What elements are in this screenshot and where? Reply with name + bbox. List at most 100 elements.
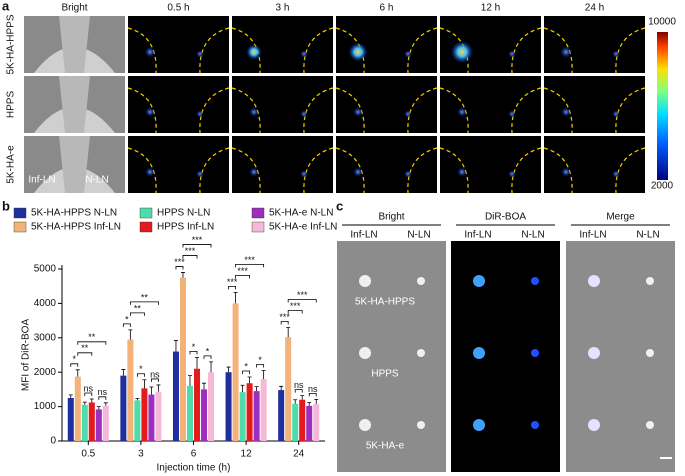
row-label: HPPS	[6, 91, 17, 119]
outline	[127, 87, 157, 134]
bar	[239, 392, 246, 441]
subcolumn-header: N-LN	[521, 230, 544, 241]
outline	[543, 87, 573, 134]
panel-label: a	[2, 0, 10, 13]
subcolumn-header: Inf-LN	[464, 230, 491, 241]
column-header: Bright	[378, 212, 404, 223]
bar	[232, 303, 239, 441]
significance-label: **	[134, 303, 142, 313]
error-bar	[180, 272, 185, 278]
signal	[404, 50, 412, 58]
row-label: 5K-HA-HPPS	[355, 297, 415, 308]
lymph-node	[588, 275, 600, 287]
subcolumn-header: Inf-LN	[350, 230, 377, 241]
significance-label: **	[81, 343, 89, 353]
signal	[457, 107, 467, 117]
lymph-node	[588, 347, 600, 359]
outline	[335, 87, 365, 134]
error-bar	[293, 399, 298, 404]
signal	[508, 50, 516, 58]
error-bar	[247, 376, 252, 384]
fluorescence-image	[232, 136, 333, 193]
y-tick-label: 3000	[34, 332, 57, 343]
bar	[260, 379, 267, 441]
legend-swatch	[139, 221, 153, 233]
error-bar	[121, 369, 126, 376]
significance-label: ***	[174, 257, 185, 267]
significance-bracket	[203, 355, 212, 359]
significance-bracket	[151, 378, 159, 382]
significance-label: ***	[244, 255, 255, 265]
fluorescence-image	[336, 16, 437, 73]
bar	[88, 402, 95, 441]
bar	[127, 339, 134, 441]
bar	[141, 388, 148, 441]
row-label: 5K-HA-e	[6, 145, 17, 184]
signal	[196, 50, 204, 58]
lymph-node	[359, 275, 371, 287]
bar	[201, 389, 208, 441]
outline	[199, 27, 230, 74]
lymph-node	[473, 275, 485, 287]
legend-swatch	[251, 207, 265, 219]
column-header: Bright	[61, 3, 87, 14]
bar	[225, 372, 232, 441]
column-header: 0.5 h	[167, 3, 189, 14]
outline	[335, 147, 365, 194]
x-tick-label: 24	[293, 449, 305, 460]
fluorescence-image	[440, 136, 541, 193]
lymph-node	[417, 421, 425, 429]
legend-swatch	[139, 207, 153, 219]
significance-label: *	[139, 364, 143, 374]
outline	[407, 147, 438, 194]
signal	[348, 42, 368, 62]
lymph-node	[646, 349, 654, 357]
panel-label: b	[2, 198, 10, 213]
signal	[196, 110, 204, 118]
row-label: HPPS	[371, 369, 399, 380]
subcolumn-header: N-LN	[407, 230, 430, 241]
error-bar	[149, 386, 154, 395]
lymph-node	[646, 421, 654, 429]
bar	[74, 376, 81, 441]
significance-label: ns	[294, 380, 304, 390]
error-bar	[82, 401, 87, 405]
signal	[249, 167, 259, 177]
fluorescence-image	[128, 136, 229, 193]
outline	[511, 147, 542, 194]
legend-label: 5K-HA-HPPS Inf-LN	[31, 222, 121, 233]
outline	[439, 87, 469, 134]
significance-label: ***	[192, 235, 203, 245]
microscopy-image	[566, 241, 675, 472]
bar	[95, 409, 102, 441]
error-bar	[173, 340, 178, 352]
signal	[508, 170, 516, 178]
subcolumn-header: N-LN	[636, 230, 659, 241]
error-bar	[226, 366, 231, 373]
error-bar	[135, 397, 140, 401]
signal	[300, 50, 308, 58]
legend-label: 5K-HA-HPPS N-LN	[31, 208, 117, 219]
bar	[155, 391, 162, 441]
significance-label: ***	[297, 290, 308, 300]
outline	[127, 27, 157, 74]
signal	[353, 167, 363, 177]
bar	[148, 394, 155, 441]
significance-label: ***	[279, 312, 290, 322]
outline	[615, 147, 646, 194]
outline	[303, 27, 334, 74]
signal	[145, 167, 155, 177]
fluorescence-image	[232, 76, 333, 133]
error-bar	[156, 384, 161, 392]
panel-label: c	[336, 198, 343, 213]
significance-label: *	[73, 354, 77, 364]
error-bar	[195, 357, 200, 369]
error-bar	[75, 369, 80, 377]
error-bar	[103, 402, 108, 406]
signal	[246, 44, 262, 60]
outline	[231, 147, 261, 194]
bar	[208, 372, 215, 441]
outline	[615, 27, 646, 74]
significance-label: *	[244, 361, 248, 371]
